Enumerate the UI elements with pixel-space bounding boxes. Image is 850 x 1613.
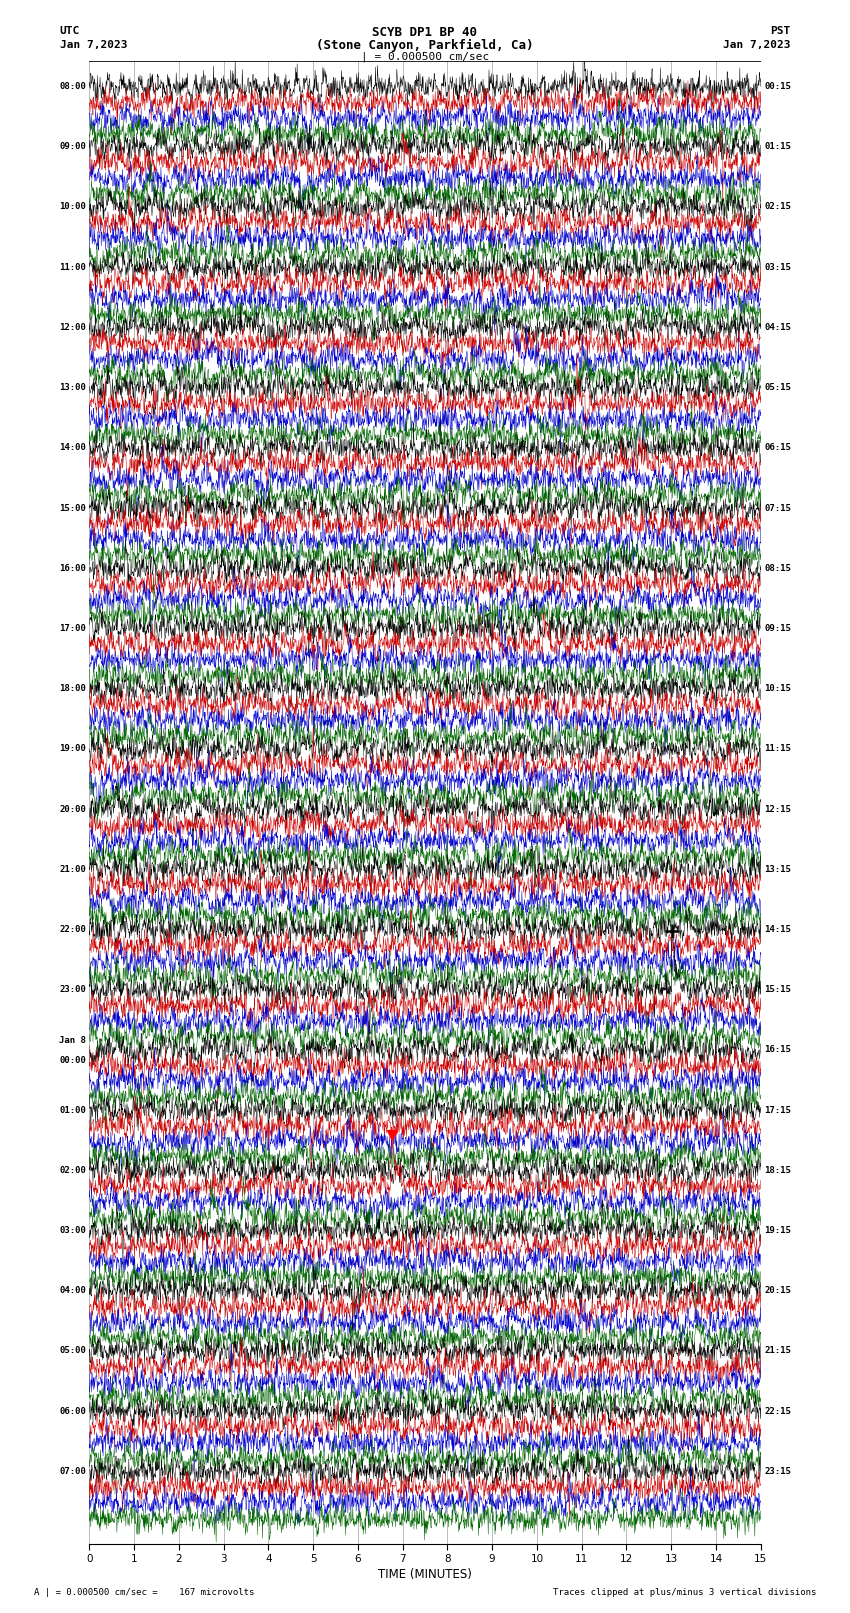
Text: Jan 7,2023: Jan 7,2023 bbox=[60, 40, 127, 50]
Text: 16:15: 16:15 bbox=[764, 1045, 791, 1055]
Text: A | = 0.000500 cm/sec =    167 microvolts: A | = 0.000500 cm/sec = 167 microvolts bbox=[34, 1587, 254, 1597]
Text: 02:00: 02:00 bbox=[59, 1166, 86, 1174]
Text: 04:00: 04:00 bbox=[59, 1286, 86, 1295]
Text: 07:15: 07:15 bbox=[764, 503, 791, 513]
Text: 08:15: 08:15 bbox=[764, 565, 791, 573]
Text: 11:15: 11:15 bbox=[764, 744, 791, 753]
Text: 13:00: 13:00 bbox=[59, 384, 86, 392]
Text: 13:15: 13:15 bbox=[764, 865, 791, 874]
Text: 18:15: 18:15 bbox=[764, 1166, 791, 1174]
Text: 10:00: 10:00 bbox=[59, 203, 86, 211]
Text: 15:15: 15:15 bbox=[764, 986, 791, 994]
Text: 18:00: 18:00 bbox=[59, 684, 86, 694]
Text: 07:00: 07:00 bbox=[59, 1466, 86, 1476]
X-axis label: TIME (MINUTES): TIME (MINUTES) bbox=[378, 1568, 472, 1581]
Text: 12:00: 12:00 bbox=[59, 323, 86, 332]
Text: 17:15: 17:15 bbox=[764, 1105, 791, 1115]
Text: 21:00: 21:00 bbox=[59, 865, 86, 874]
Text: Traces clipped at plus/minus 3 vertical divisions: Traces clipped at plus/minus 3 vertical … bbox=[552, 1587, 816, 1597]
Text: 04:15: 04:15 bbox=[764, 323, 791, 332]
Text: 21:15: 21:15 bbox=[764, 1347, 791, 1355]
Text: 23:00: 23:00 bbox=[59, 986, 86, 994]
Text: 03:15: 03:15 bbox=[764, 263, 791, 271]
Text: 09:00: 09:00 bbox=[59, 142, 86, 152]
Text: 20:00: 20:00 bbox=[59, 805, 86, 813]
Text: 19:15: 19:15 bbox=[764, 1226, 791, 1236]
Text: 00:15: 00:15 bbox=[764, 82, 791, 90]
Text: 19:00: 19:00 bbox=[59, 744, 86, 753]
Text: Jan 7,2023: Jan 7,2023 bbox=[723, 40, 791, 50]
Text: | = 0.000500 cm/sec: | = 0.000500 cm/sec bbox=[361, 52, 489, 63]
Text: 16:00: 16:00 bbox=[59, 565, 86, 573]
Text: 17:00: 17:00 bbox=[59, 624, 86, 632]
Text: 10:15: 10:15 bbox=[764, 684, 791, 694]
Text: 02:15: 02:15 bbox=[764, 203, 791, 211]
Text: 08:00: 08:00 bbox=[59, 82, 86, 90]
Text: 03:00: 03:00 bbox=[59, 1226, 86, 1236]
Text: 12:15: 12:15 bbox=[764, 805, 791, 813]
Text: 05:15: 05:15 bbox=[764, 384, 791, 392]
Text: 14:00: 14:00 bbox=[59, 444, 86, 452]
Text: 15:00: 15:00 bbox=[59, 503, 86, 513]
Text: 00:00: 00:00 bbox=[59, 1045, 86, 1065]
Text: PST: PST bbox=[770, 26, 790, 35]
Text: 14:15: 14:15 bbox=[764, 924, 791, 934]
Text: 22:15: 22:15 bbox=[764, 1407, 791, 1416]
Text: 20:15: 20:15 bbox=[764, 1286, 791, 1295]
Text: 01:00: 01:00 bbox=[59, 1105, 86, 1115]
Text: Jan 8: Jan 8 bbox=[59, 1036, 86, 1045]
Text: UTC: UTC bbox=[60, 26, 80, 35]
Text: 06:15: 06:15 bbox=[764, 444, 791, 452]
Text: 22:00: 22:00 bbox=[59, 924, 86, 934]
Text: SCYB DP1 BP 40: SCYB DP1 BP 40 bbox=[372, 26, 478, 39]
Text: 23:15: 23:15 bbox=[764, 1466, 791, 1476]
Text: (Stone Canyon, Parkfield, Ca): (Stone Canyon, Parkfield, Ca) bbox=[316, 39, 534, 52]
Text: 05:00: 05:00 bbox=[59, 1347, 86, 1355]
Text: 11:00: 11:00 bbox=[59, 263, 86, 271]
Text: 06:00: 06:00 bbox=[59, 1407, 86, 1416]
Text: 01:15: 01:15 bbox=[764, 142, 791, 152]
Text: 09:15: 09:15 bbox=[764, 624, 791, 632]
